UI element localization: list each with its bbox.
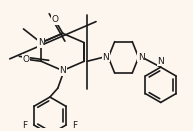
Text: F: F <box>72 121 77 130</box>
Text: N: N <box>138 53 145 62</box>
Text: N: N <box>102 53 109 62</box>
Text: O: O <box>51 15 58 24</box>
Text: O: O <box>23 55 30 64</box>
Text: N: N <box>38 38 44 47</box>
Text: F: F <box>22 121 28 130</box>
Text: N: N <box>59 66 66 75</box>
Text: N: N <box>157 57 164 66</box>
